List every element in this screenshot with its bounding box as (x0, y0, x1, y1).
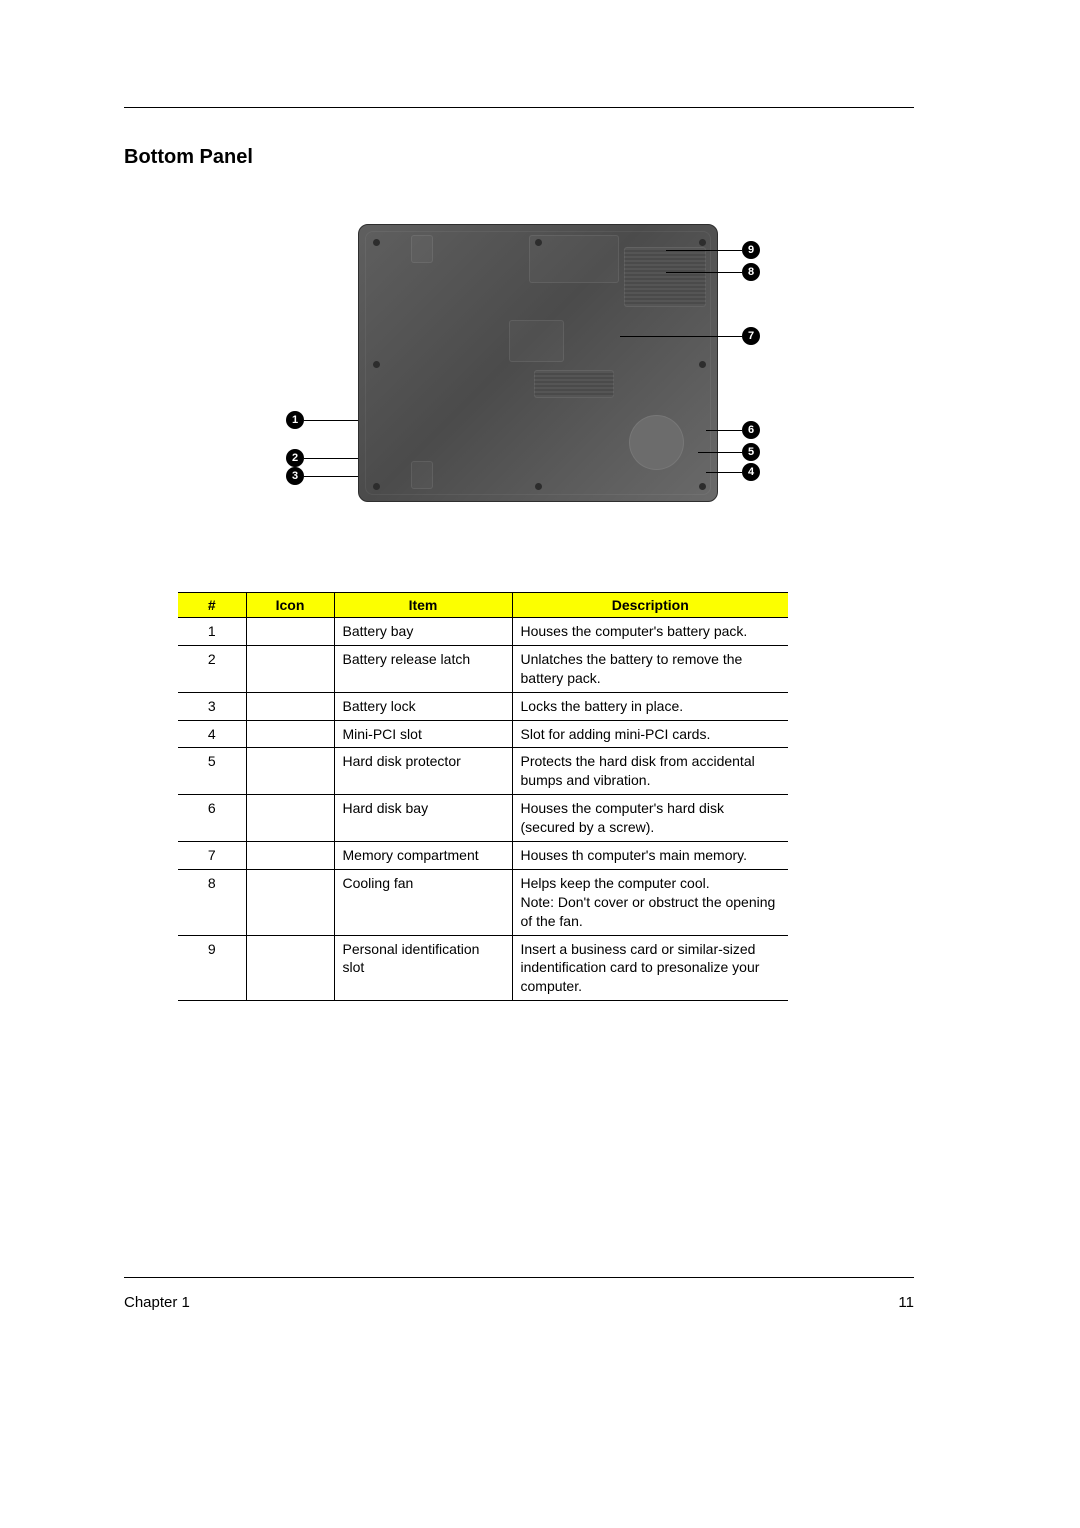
screw-icon (699, 483, 706, 490)
cell-icon (246, 692, 334, 720)
panel-latch (411, 461, 433, 489)
cell-item: Cooling fan (334, 869, 512, 935)
bottom-panel-diagram: 1 2 3 9 8 7 6 5 4 (286, 224, 760, 502)
callout-8: 8 (742, 263, 760, 281)
leader-line (706, 430, 742, 431)
components-table-element: # Icon Item Description 1Battery bayHous… (178, 592, 788, 1001)
callout-3: 3 (286, 467, 304, 485)
cell-icon (246, 842, 334, 870)
cell-icon (246, 618, 334, 646)
cell-item: Battery release latch (334, 645, 512, 692)
panel-inset (529, 235, 619, 283)
cell-number: 5 (178, 748, 246, 795)
table-row: 8 Cooling fanHelps keep the computer cool… (178, 869, 788, 935)
cell-item: Battery bay (334, 618, 512, 646)
panel-latch (411, 235, 433, 263)
screw-icon (699, 361, 706, 368)
col-header-item: Item (334, 593, 512, 618)
table-row: 1 Battery bayHouses the computer's batter… (178, 618, 788, 646)
footer-page-number: 11 (898, 1294, 914, 1311)
cell-item: Hard disk bay (334, 795, 512, 842)
cell-number: 6 (178, 795, 246, 842)
components-table: # Icon Item Description 1Battery bayHous… (178, 592, 788, 1001)
table-row: 9 Personal identification slotInsert a bu… (178, 935, 788, 1001)
callout-4: 4 (742, 463, 760, 481)
cell-item: Hard disk protector (334, 748, 512, 795)
section-heading: Bottom Panel (124, 146, 253, 169)
table-row: 7 Memory compartmentHouses th computer's … (178, 842, 788, 870)
table-row: 2 Battery release latchUnlatches the batt… (178, 645, 788, 692)
col-header-icon: Icon (246, 593, 334, 618)
cell-item: Mini-PCI slot (334, 720, 512, 748)
screw-icon (699, 239, 706, 246)
cell-number: 3 (178, 692, 246, 720)
screw-icon (373, 361, 380, 368)
screw-icon (373, 239, 380, 246)
table-row: 3 Battery lockLocks the battery in place. (178, 692, 788, 720)
callout-5: 5 (742, 443, 760, 461)
screw-icon (535, 483, 542, 490)
cell-description: Unlatches the battery to remove the batt… (512, 645, 788, 692)
cell-description: Insert a business card or similar-sized … (512, 935, 788, 1001)
bottom-rule (124, 1277, 914, 1278)
panel-inset (509, 320, 564, 362)
panel-disc (629, 415, 684, 470)
table-header-row: # Icon Item Description (178, 593, 788, 618)
cell-number: 1 (178, 618, 246, 646)
table-row: 5 Hard disk protectorProtects the hard di… (178, 748, 788, 795)
screw-icon (373, 483, 380, 490)
leader-line (620, 336, 742, 337)
cell-description: Houses the computer's battery pack. (512, 618, 788, 646)
panel-vent (624, 247, 706, 307)
cell-number: 8 (178, 869, 246, 935)
laptop-bottom-panel (358, 224, 718, 502)
callout-1: 1 (286, 411, 304, 429)
top-rule (124, 107, 914, 108)
cell-icon (246, 935, 334, 1001)
page: Bottom Panel 1 2 3 9 8 (0, 0, 1080, 1528)
cell-icon (246, 720, 334, 748)
leader-line (666, 272, 742, 273)
cell-icon (246, 748, 334, 795)
cell-item: Battery lock (334, 692, 512, 720)
callout-9: 9 (742, 241, 760, 259)
table-row: 6 Hard disk bayHouses the computer's hard… (178, 795, 788, 842)
cell-description: Helps keep the computer cool.Note: Don't… (512, 869, 788, 935)
cell-number: 2 (178, 645, 246, 692)
leader-line (698, 452, 742, 453)
callout-2: 2 (286, 449, 304, 467)
cell-item: Memory compartment (334, 842, 512, 870)
cell-description: Slot for adding mini-PCI cards. (512, 720, 788, 748)
leader-line (666, 250, 742, 251)
cell-number: 7 (178, 842, 246, 870)
cell-description: Houses the computer's hard disk (secured… (512, 795, 788, 842)
cell-description: Houses th computer's main memory. (512, 842, 788, 870)
callout-7: 7 (742, 327, 760, 345)
table-row: 4 Mini-PCI slotSlot for adding mini-PCI c… (178, 720, 788, 748)
cell-number: 9 (178, 935, 246, 1001)
leader-line (706, 472, 742, 473)
col-header-description: Description (512, 593, 788, 618)
screw-icon (535, 239, 542, 246)
cell-item: Personal identification slot (334, 935, 512, 1001)
callout-6: 6 (742, 421, 760, 439)
cell-icon (246, 795, 334, 842)
cell-icon (246, 869, 334, 935)
footer-chapter: Chapter 1 (124, 1294, 190, 1311)
panel-vent (534, 370, 614, 398)
cell-description: Locks the battery in place. (512, 692, 788, 720)
cell-icon (246, 645, 334, 692)
cell-number: 4 (178, 720, 246, 748)
col-header-number: # (178, 593, 246, 618)
cell-description: Protects the hard disk from accidental b… (512, 748, 788, 795)
